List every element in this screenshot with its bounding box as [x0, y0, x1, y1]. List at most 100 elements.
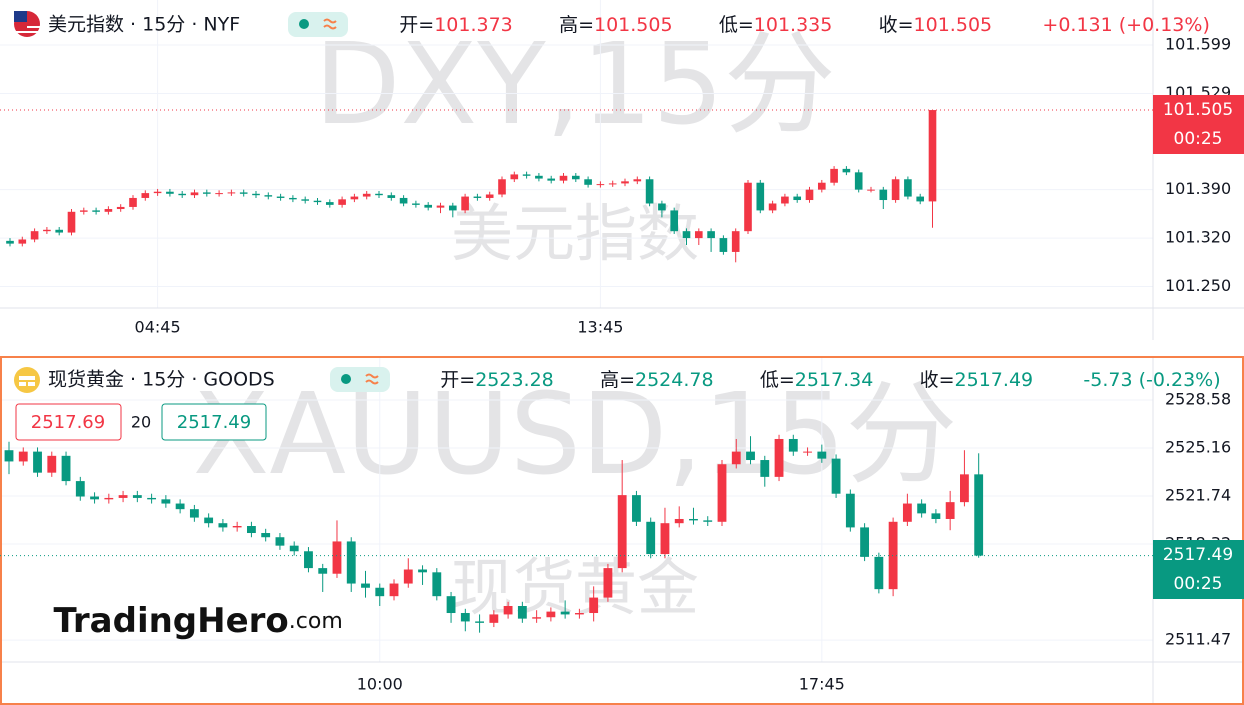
candle-body	[239, 192, 248, 194]
candle-body	[945, 502, 955, 519]
candle-body	[774, 438, 784, 477]
candle-body	[338, 199, 346, 205]
candle-body	[658, 203, 666, 211]
candle-body	[888, 521, 898, 590]
candle-body	[215, 193, 223, 195]
candle-body	[104, 497, 114, 500]
brand-name: TradingHero	[53, 601, 288, 641]
candle-body	[547, 178, 556, 181]
background-layer: DXY,15分美元指数101.599101.529101.390101.3201…	[0, 0, 1231, 694]
ohlc-value: 2517.34	[795, 369, 874, 391]
candle-body	[43, 229, 51, 232]
candle-body	[670, 210, 679, 232]
candle-body	[788, 438, 798, 452]
ask-price[interactable]: 2517.49	[177, 412, 251, 433]
candle-body	[621, 181, 629, 184]
candle-body	[603, 568, 613, 598]
candle-body	[904, 179, 912, 197]
candle-body	[517, 606, 527, 619]
candle-body	[719, 238, 728, 252]
candle-body	[204, 517, 214, 524]
ohlc-legend: 开=2523.28 高=2524.78 低=2517.34 收=2517.49 …	[398, 369, 1244, 391]
candle-body	[744, 182, 752, 232]
candle-body	[79, 210, 88, 212]
candle-body	[535, 175, 543, 179]
candle-body	[61, 455, 71, 482]
candle-body	[399, 197, 408, 204]
candle-body	[446, 596, 456, 614]
status-dot	[299, 19, 309, 29]
candle-body	[175, 503, 185, 510]
candle-body	[18, 239, 27, 244]
candle-body	[461, 196, 469, 211]
ohlc-label: 开=	[399, 14, 434, 36]
candle-body	[867, 189, 875, 191]
watermark: XAUUSD,15分	[193, 370, 958, 500]
candle-body	[842, 168, 851, 173]
candle-body	[489, 614, 499, 623]
candle-body	[694, 231, 703, 239]
candle-body	[959, 474, 969, 503]
candle-body	[974, 474, 984, 556]
candle-body	[161, 499, 171, 504]
ohlc-legend: 开=101.373 高=101.505 低=101.335 收=101.505 …	[357, 14, 1240, 36]
gold-bar	[28, 382, 35, 386]
candle-body	[432, 572, 442, 597]
ohlc-label: 收=	[879, 14, 914, 36]
bid-price[interactable]: 2517.69	[31, 412, 105, 433]
ohlc-value: 101.373	[434, 14, 513, 36]
candle-body	[261, 533, 271, 538]
candle-body	[660, 523, 670, 555]
ohlc-value: 101.505	[594, 14, 673, 36]
candle-body	[118, 495, 128, 498]
candle-body	[845, 493, 855, 528]
candle-body	[33, 451, 42, 473]
flag-canton	[14, 11, 27, 22]
candle-body	[522, 174, 531, 176]
candle-body	[498, 179, 506, 195]
candle-body	[289, 197, 297, 200]
candle-body	[682, 231, 691, 239]
y-tick-label: 101.250	[1165, 276, 1231, 295]
order-panel[interactable]: 2517.69 20 2517.49	[15, 403, 267, 441]
ohlc-value: 101.505	[914, 14, 993, 36]
candle-body	[418, 569, 427, 573]
candle-body	[768, 203, 777, 211]
candle-body	[346, 541, 356, 584]
candle-body	[817, 182, 826, 190]
candle-body	[104, 209, 113, 212]
candle-body	[30, 231, 39, 240]
price-tag-value: 101.505	[1163, 100, 1233, 120]
candle-body	[485, 194, 494, 198]
candle-body	[510, 174, 519, 180]
candle-body	[227, 192, 236, 194]
watermark-name: 美元指数	[451, 197, 699, 270]
candle-body	[361, 583, 370, 588]
candle-body	[129, 197, 137, 207]
spread: 20	[131, 413, 151, 432]
candle-body	[325, 202, 334, 205]
candle-body	[252, 193, 260, 196]
candle-body	[646, 521, 656, 555]
candle-body	[304, 551, 313, 569]
candle-body	[313, 200, 322, 203]
sell-button[interactable]	[15, 403, 122, 441]
ohlc-label: 低=	[760, 369, 795, 391]
candle-body	[90, 496, 99, 500]
candle-body	[362, 193, 371, 197]
active-pane-border	[0, 356, 1244, 705]
y-tick-label: 101.390	[1165, 179, 1231, 198]
candle-body	[717, 464, 727, 522]
status-pill	[288, 12, 348, 37]
candle-body	[75, 481, 85, 497]
candle-body	[246, 526, 256, 534]
price-tag	[1153, 540, 1244, 599]
legend-header: 现货黄金 · 15分 · GOODS 开=2523.28 高=2524.78 低…	[14, 367, 1244, 393]
candle-body	[805, 189, 814, 201]
candle-body	[166, 191, 174, 194]
status-dot	[341, 374, 351, 384]
buy-button[interactable]	[161, 403, 267, 441]
